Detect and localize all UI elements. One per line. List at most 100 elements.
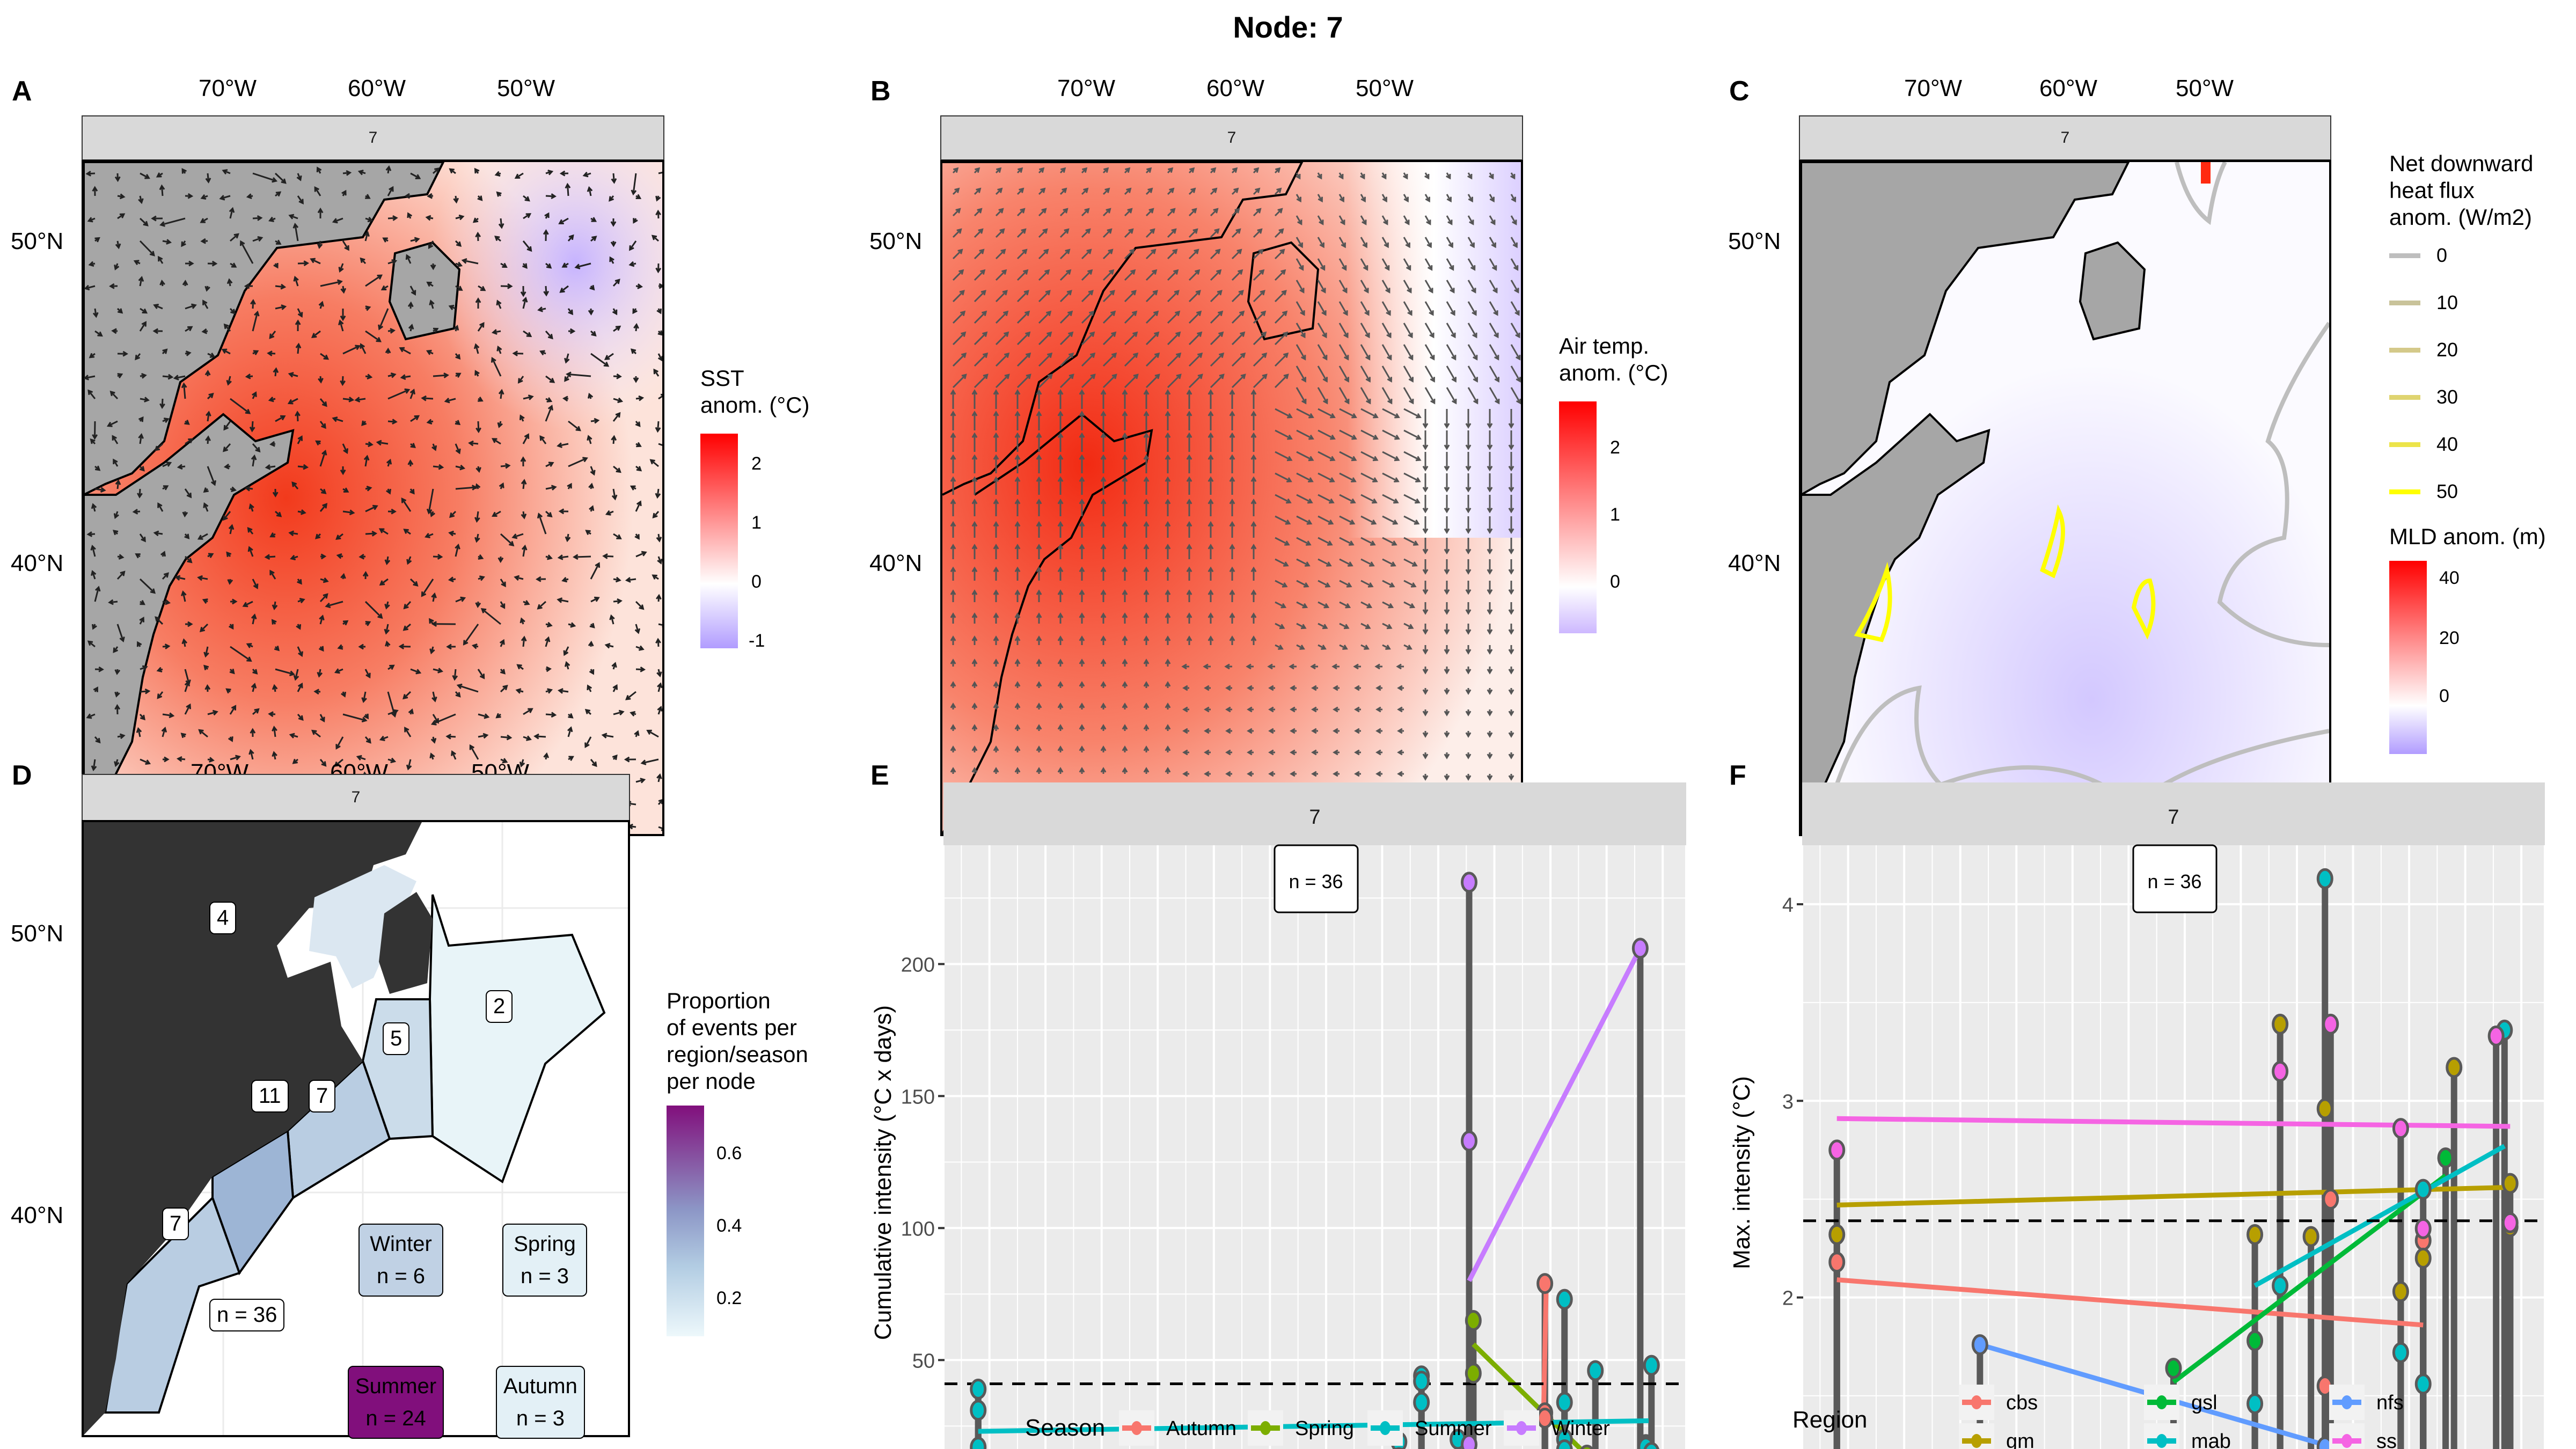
vector-arrow-head [506, 734, 513, 741]
vector-arrow-head [231, 262, 237, 268]
vector-arrow-head [252, 391, 257, 397]
vector-arrow [1253, 353, 1267, 367]
vector-arrow [1016, 374, 1031, 389]
vector-arrow-head [268, 216, 274, 222]
vector-arrow-head [1409, 603, 1416, 609]
vector-arrow-head [84, 284, 90, 291]
vector-arrow [1339, 580, 1351, 588]
vector-arrow [1403, 623, 1413, 629]
vector-arrow [500, 533, 514, 546]
vector-arrow-head [971, 702, 978, 708]
vector-arrow [1317, 387, 1328, 404]
vector-arrow-head [1208, 521, 1214, 527]
vector-arrow-head [1465, 732, 1472, 738]
vector-arrow [161, 186, 164, 196]
vector-arrow [566, 184, 569, 196]
vector-arrow [1510, 323, 1520, 338]
vector-arrow-head [1508, 753, 1514, 759]
vector-arrow [1467, 301, 1477, 315]
vector-arrow-head [1165, 454, 1171, 460]
vector-arrow-head [338, 319, 344, 326]
vector-arrow-head [1259, 269, 1265, 275]
vector-arrow-head [222, 169, 228, 175]
legend-key-dot [2341, 1434, 2352, 1448]
vector-arrow-head [559, 287, 565, 293]
vector-arrow-head [1333, 685, 1338, 691]
cb-tick: 0.6 [716, 1143, 742, 1163]
vector-arrow-head [223, 425, 229, 431]
vector-arrow-head [254, 708, 260, 714]
vector-arrow-head [498, 223, 504, 229]
vector-arrow-head [273, 367, 279, 374]
vector-arrow [110, 391, 119, 400]
vector-arrow [230, 756, 240, 760]
vector-arrow-head [1014, 411, 1021, 416]
vector-arrow [1124, 311, 1137, 324]
vector-arrow [295, 669, 299, 680]
vector-arrow-head [1079, 612, 1085, 618]
vector-arrow [1403, 387, 1414, 404]
vector-arrow-head [954, 187, 960, 193]
vector-arrow-head [1208, 454, 1214, 460]
vector-arrow-head [197, 575, 203, 581]
vector-arrow-head [1392, 519, 1399, 525]
vector-arrow-head [145, 759, 151, 765]
vector-arrow-head [290, 554, 296, 561]
vector-arrow-head [501, 581, 506, 588]
vector-arrow-head [144, 397, 150, 402]
vector-arrow-head [522, 296, 528, 303]
flux-legend-swatch [2389, 489, 2420, 494]
data-point-autumn [1536, 1273, 1554, 1294]
vector-arrow [658, 443, 662, 446]
vector-arrow-head [1215, 248, 1221, 254]
vector-arrow-head [1235, 228, 1241, 234]
vector-arrow-head [1063, 208, 1069, 214]
vector-arrow-head [1299, 288, 1305, 294]
vector-arrow-head [1415, 477, 1421, 482]
vector-arrow-head [1366, 399, 1371, 405]
vector-arrow-head [1406, 265, 1411, 271]
vector-arrow [1231, 229, 1241, 238]
vector-arrow-head [1152, 269, 1158, 275]
vector-arrow-head [1467, 173, 1473, 180]
vector-arrow [974, 290, 986, 303]
vector-arrow-head [200, 194, 207, 200]
vector-arrow-head [1192, 228, 1198, 234]
vector-arrow-head [625, 577, 631, 583]
vector-arrow [1317, 323, 1327, 338]
vector-arrow-head [303, 464, 309, 470]
vector-arrow-head [264, 554, 270, 560]
season-name: Winter [370, 1232, 432, 1256]
sample-size-label: n = 36 [2147, 870, 2201, 892]
vector-arrow-head [950, 724, 956, 730]
vector-arrow-head [164, 643, 171, 649]
vector-arrow-head [209, 757, 215, 763]
vector-arrow-head [1422, 629, 1429, 635]
vector-arrow-head [380, 285, 387, 290]
vector-arrow-head [429, 618, 434, 624]
vector-arrow [1510, 344, 1521, 360]
vector-arrow-head [993, 635, 999, 641]
vector-arrow-head [1122, 432, 1128, 438]
data-point-gm [2316, 1098, 2333, 1119]
vector-arrow-head [1330, 434, 1336, 440]
vector-arrow-head [244, 283, 250, 289]
vector-arrow-head [1371, 519, 1377, 525]
vector-arrow-head [1100, 411, 1107, 416]
season-count: n = 3 [516, 1407, 565, 1430]
vector-arrow-head [1165, 499, 1171, 504]
vector-arrow-head [251, 683, 257, 689]
vector-arrow-head [1089, 310, 1095, 316]
vector-arrow-head [1516, 377, 1521, 383]
vector-arrow-head [956, 228, 962, 234]
vector-arrow-head [1250, 521, 1257, 527]
vector-arrow [974, 311, 987, 324]
data-point-winter [1461, 1130, 1477, 1152]
vector-arrow [626, 691, 636, 700]
vector-arrow-head [1508, 669, 1514, 675]
vector-arrow-head [616, 373, 622, 379]
vector-arrow [1467, 344, 1478, 360]
vector-arrow-head [1089, 331, 1095, 337]
vector-arrow-head [1186, 389, 1192, 395]
vector-arrow [1338, 387, 1350, 404]
